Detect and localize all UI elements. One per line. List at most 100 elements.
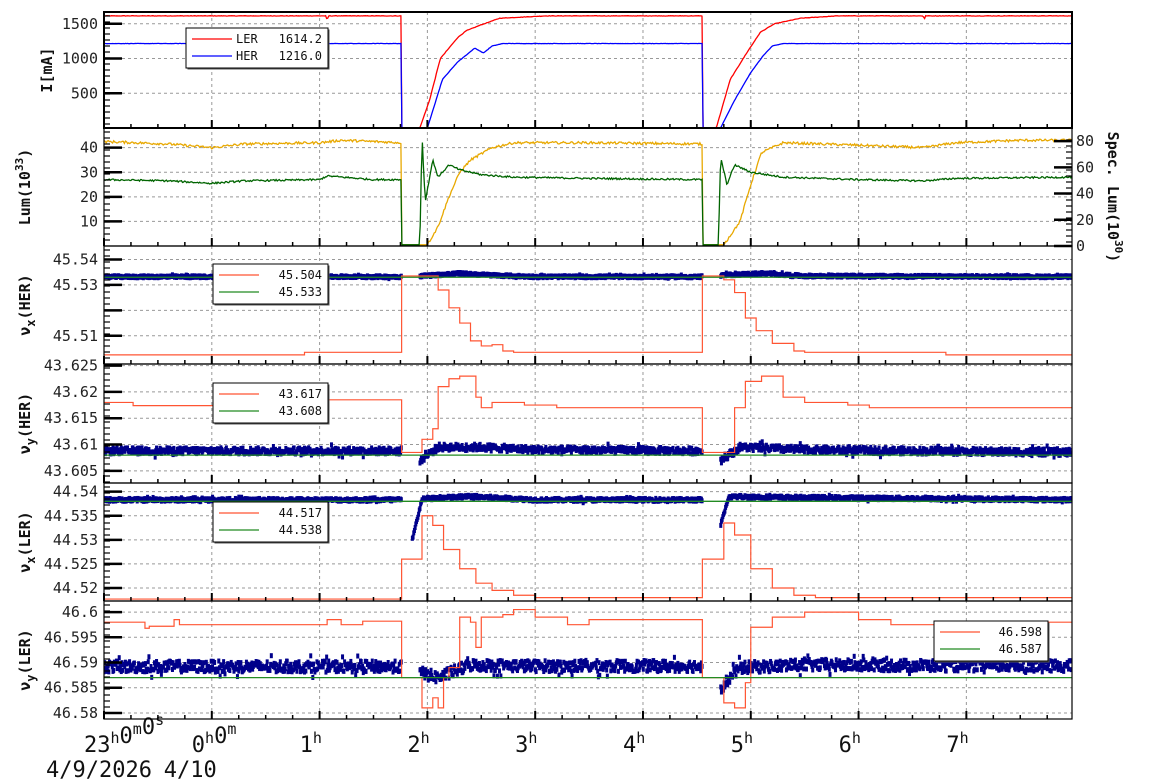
data-point — [699, 668, 703, 674]
data-point — [636, 442, 640, 448]
data-point — [542, 664, 546, 670]
data-point — [459, 667, 463, 673]
data-point — [456, 667, 460, 673]
data-point — [872, 451, 876, 457]
data-point — [358, 664, 362, 670]
data-point — [829, 448, 833, 454]
data-point — [934, 450, 938, 456]
series-line-LER — [104, 14, 1072, 128]
data-point — [616, 447, 620, 453]
data-point — [758, 440, 762, 446]
data-point — [130, 449, 134, 455]
data-point — [294, 663, 298, 669]
data-point — [511, 443, 515, 449]
data-point — [167, 665, 171, 671]
data-point — [376, 668, 380, 674]
data-point — [283, 666, 287, 672]
data-point — [1045, 443, 1049, 449]
data-point — [515, 668, 519, 674]
data-point — [153, 662, 157, 668]
data-point — [899, 451, 903, 457]
data-point — [641, 666, 645, 672]
data-point — [421, 665, 425, 671]
data-point — [1033, 450, 1037, 456]
data-point — [580, 665, 584, 671]
data-point — [523, 658, 527, 664]
data-point — [558, 659, 562, 665]
data-point — [424, 667, 428, 673]
data-point — [429, 667, 433, 673]
data-point — [789, 443, 793, 449]
data-point — [285, 658, 289, 664]
data-point — [329, 450, 333, 456]
data-point — [726, 456, 730, 462]
data-point — [295, 668, 299, 674]
data-point — [332, 451, 336, 457]
data-point — [613, 668, 617, 674]
data-point — [666, 668, 670, 674]
data-point — [850, 449, 854, 455]
data-point — [648, 667, 652, 673]
data-point — [534, 668, 538, 674]
data-point — [597, 660, 601, 666]
data-point — [793, 444, 797, 450]
data-point — [303, 450, 307, 456]
data-point — [549, 660, 553, 666]
data-point — [108, 447, 112, 453]
data-point — [146, 666, 150, 672]
data-point — [141, 669, 145, 675]
data-point — [621, 445, 625, 451]
data-point — [747, 446, 751, 452]
data-point — [995, 447, 999, 453]
data-point — [1052, 454, 1056, 460]
data-point — [467, 660, 471, 666]
data-point — [645, 445, 649, 451]
data-point — [111, 445, 115, 451]
data-point — [583, 663, 587, 669]
data-point — [386, 659, 390, 665]
data-point — [341, 454, 345, 460]
data-point — [688, 659, 692, 665]
data-point — [620, 448, 624, 454]
data-point — [269, 653, 273, 659]
data-point — [898, 448, 902, 454]
data-point — [220, 447, 224, 453]
data-point — [594, 665, 598, 671]
data-point — [235, 674, 239, 680]
data-point — [487, 445, 491, 451]
data-point — [392, 662, 396, 668]
data-point — [514, 659, 518, 665]
data-point — [323, 659, 327, 665]
data-point — [760, 439, 764, 445]
data-point — [431, 451, 435, 457]
data-point — [303, 445, 307, 451]
data-point — [551, 659, 555, 665]
data-point — [414, 521, 418, 527]
data-point — [751, 448, 755, 454]
data-point — [359, 659, 363, 665]
data-point — [334, 669, 338, 675]
data-point — [692, 660, 696, 666]
data-point — [224, 445, 228, 451]
data-point — [306, 659, 310, 665]
data-point — [334, 445, 338, 451]
data-point — [278, 663, 282, 669]
data-point — [240, 665, 244, 671]
data-point — [634, 662, 638, 668]
data-point — [191, 495, 195, 501]
data-point — [130, 665, 134, 671]
data-point — [377, 663, 381, 669]
data-point — [528, 664, 532, 670]
data-point — [740, 670, 744, 675]
data-point — [746, 670, 750, 676]
data-point — [422, 670, 426, 676]
data-point — [802, 449, 806, 455]
data-point — [1068, 447, 1072, 453]
data-point — [139, 667, 143, 673]
data-point — [639, 448, 643, 454]
data-point — [598, 672, 602, 678]
data-point — [569, 450, 573, 456]
data-point — [866, 450, 870, 456]
data-point — [948, 446, 952, 452]
data-point — [851, 453, 855, 459]
